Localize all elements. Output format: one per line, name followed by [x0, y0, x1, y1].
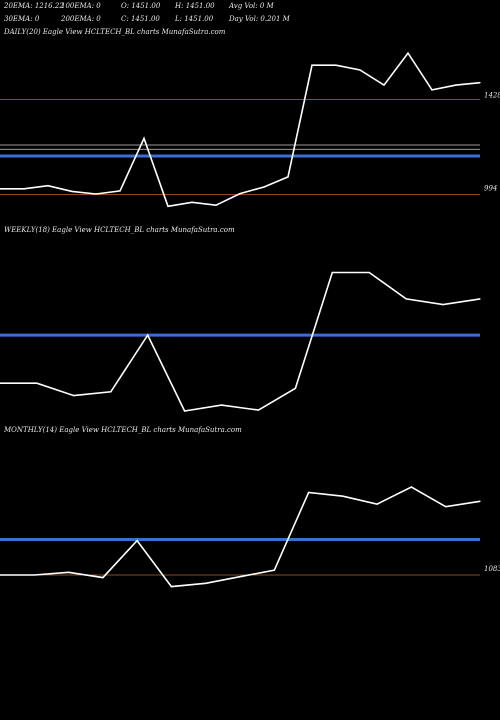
header-low: L: 1451.00	[175, 15, 214, 23]
weekly-price-point	[294, 387, 296, 389]
monthly-level-label-0: 1083	[484, 565, 500, 573]
header-ema100: 100EMA: 0	[61, 2, 101, 10]
daily-price-point	[239, 192, 241, 195]
weekly-price-line	[0, 271, 481, 412]
weekly-price-point	[36, 382, 38, 384]
daily-price-point	[143, 137, 145, 140]
header-avgvol: Avg Vol: 0 M	[229, 2, 274, 10]
monthly-price-point	[67, 571, 70, 573]
monthly-price-point	[136, 540, 138, 542]
weekly-price-point	[368, 271, 370, 274]
daily-price-point	[263, 186, 265, 188]
weekly-price-point	[479, 298, 481, 300]
header-ema30: 30EMA: 0	[4, 15, 40, 23]
monthly-price-point	[0, 574, 1, 576]
header-open: O: 1451.00	[121, 2, 161, 10]
monthly-price-line	[0, 486, 481, 588]
daily-price-point	[455, 84, 457, 86]
monthly-price-point	[410, 486, 413, 488]
weekly-price-point	[73, 394, 75, 397]
daily-price-point	[0, 188, 1, 190]
header-high: H: 1451.00	[175, 2, 215, 10]
monthly-chart-title: MONTHLY(14) Eagle View HCLTECH_BL charts…	[4, 426, 242, 434]
header-dayvol: Day Vol: 0.201 M	[229, 15, 290, 23]
daily-price-point	[359, 69, 361, 71]
daily-price-point	[287, 176, 289, 178]
monthly-price-point	[170, 585, 173, 588]
daily-price-point	[47, 185, 49, 187]
daily-price-point	[431, 89, 433, 91]
weekly-price-point	[184, 410, 186, 412]
header-ema200: 200EMA: 0	[61, 15, 101, 23]
daily-price-point	[71, 190, 73, 192]
monthly-price-point	[479, 500, 481, 502]
daily-level-label-1: 994	[484, 184, 497, 192]
weekly-price-point	[405, 298, 407, 300]
weekly-price-point	[331, 271, 333, 274]
monthly-price-point	[33, 574, 35, 576]
daily-price-point	[407, 52, 409, 54]
daily-price-point	[167, 205, 169, 207]
weekly-price-point	[257, 409, 260, 411]
daily-chart-title: DAILY(20) Eagle View HCLTECH_BL charts M…	[4, 28, 226, 36]
daily-price-point	[383, 84, 385, 86]
daily-price-point	[191, 201, 193, 203]
daily-price-point	[311, 64, 313, 66]
weekly-price-point	[442, 303, 444, 306]
weekly-price-point	[0, 382, 1, 384]
weekly-price-point	[110, 391, 112, 393]
weekly-price-point	[220, 404, 223, 406]
monthly-price-point	[342, 495, 344, 497]
weekly-chart-title: WEEKLY(18) Eagle View HCLTECH_BL charts …	[4, 226, 235, 234]
monthly-price-point	[273, 569, 275, 571]
daily-price-line	[0, 51, 481, 208]
monthly-price-point	[445, 506, 447, 508]
weekly-price-point	[147, 334, 149, 336]
daily-level-label-0: 1428	[484, 92, 500, 100]
monthly-price-point	[205, 582, 207, 584]
daily-price-point	[335, 64, 337, 66]
daily-price-point	[95, 193, 97, 195]
monthly-price-point	[376, 503, 378, 505]
monthly-price-point	[239, 576, 241, 578]
header-ema20: 20EMA: 1216.22	[4, 2, 64, 10]
header-close: C: 1451.00	[121, 15, 160, 23]
daily-price-point	[479, 82, 481, 84]
daily-price-point	[23, 188, 25, 190]
monthly-price-point	[307, 491, 310, 494]
monthly-price-point	[102, 576, 104, 579]
daily-price-point	[215, 204, 217, 206]
daily-price-point	[119, 190, 121, 192]
